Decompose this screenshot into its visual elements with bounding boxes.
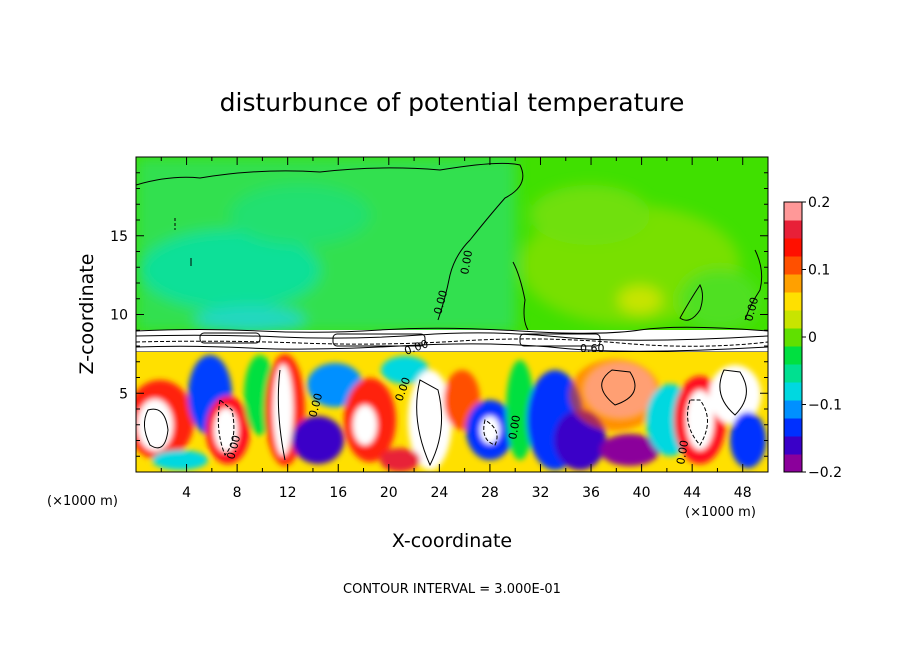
svg-text:0.00: 0.00 bbox=[674, 439, 691, 465]
svg-text:0.00: 0.00 bbox=[458, 249, 475, 275]
x-tick-label: 40 bbox=[633, 485, 651, 501]
x-tick-label: 48 bbox=[734, 485, 752, 501]
contour-interval-note: CONTOUR INTERVAL = 3.000E-01 bbox=[343, 582, 561, 597]
chart-title: disturbunce of potential temperature bbox=[220, 88, 685, 117]
x-tick-label: 20 bbox=[380, 485, 398, 501]
y-tick-label: 10 bbox=[110, 308, 128, 324]
svg-text:0.60: 0.60 bbox=[580, 342, 605, 355]
upper-field bbox=[136, 157, 760, 334]
x-tick-label: 8 bbox=[233, 485, 242, 501]
x-tick-label: 36 bbox=[582, 485, 600, 501]
x-tick-label: 28 bbox=[481, 485, 499, 501]
colorbar-swatch bbox=[784, 400, 802, 419]
x-axis: 4 8 12 16 20 24 28 32 36 40 44 48 bbox=[135, 157, 769, 501]
lower-field bbox=[136, 352, 768, 472]
y-axis: 5 10 15 bbox=[110, 172, 768, 457]
colorbar-swatch bbox=[784, 382, 802, 401]
y-tick-label: 15 bbox=[110, 229, 128, 245]
x-tick-label: 32 bbox=[532, 485, 550, 501]
colorbar-swatch bbox=[784, 238, 802, 257]
colorbar-tick-label: 0.1 bbox=[808, 263, 830, 279]
x-tick-label: 4 bbox=[182, 485, 191, 501]
contour-labels: 0.00 0.00 0.00 0.60 0.00 0.00 0.00 0.00 … bbox=[224, 249, 761, 465]
colorbar-tick-label: −0.1 bbox=[808, 398, 842, 414]
colorbar-swatch bbox=[784, 292, 802, 311]
colorbar-swatch bbox=[784, 220, 802, 239]
x-unit-left: (×1000 m) bbox=[47, 494, 118, 509]
x-unit-right: (×1000 m) bbox=[685, 505, 756, 520]
colorbar-swatch bbox=[784, 454, 802, 473]
colorbar-swatch bbox=[784, 436, 802, 455]
colorbar-swatch bbox=[784, 418, 802, 437]
x-axis-label: X-coordinate bbox=[392, 530, 512, 552]
x-tick-label: 12 bbox=[279, 485, 297, 501]
y-axis-label: Z-coordinate bbox=[76, 254, 98, 375]
svg-text:0.00: 0.00 bbox=[742, 296, 761, 323]
colorbar: 0.2 0.1 0 −0.1 −0.2 bbox=[783, 195, 842, 481]
colorbar-swatch bbox=[784, 310, 802, 329]
upper-contours bbox=[136, 162, 763, 331]
colorbar-swatch bbox=[784, 328, 802, 347]
colorbar-tick-label: 0.2 bbox=[808, 195, 830, 211]
colorbar-tick-label: 0 bbox=[808, 330, 817, 346]
x-tick-label: 24 bbox=[430, 485, 448, 501]
svg-text:0.00: 0.00 bbox=[224, 434, 243, 461]
svg-text:0.00: 0.00 bbox=[306, 392, 325, 419]
colorbar-swatch bbox=[784, 346, 802, 365]
x-tick-label: 16 bbox=[329, 485, 347, 501]
colorbar-tick-label: −0.2 bbox=[808, 465, 842, 481]
y-tick-label: 5 bbox=[119, 386, 128, 402]
svg-text:0.00: 0.00 bbox=[506, 414, 523, 440]
inversion-band bbox=[136, 330, 768, 352]
colorbar-swatch bbox=[784, 364, 802, 383]
colorbar-swatch bbox=[784, 202, 802, 221]
svg-text:0.00: 0.00 bbox=[431, 289, 450, 316]
plot-area: 0.00 0.00 0.00 0.60 0.00 0.00 0.00 0.00 … bbox=[136, 157, 768, 472]
colorbar-swatch bbox=[784, 274, 802, 293]
x-tick-label: 44 bbox=[683, 485, 701, 501]
colorbar-swatch bbox=[784, 256, 802, 275]
